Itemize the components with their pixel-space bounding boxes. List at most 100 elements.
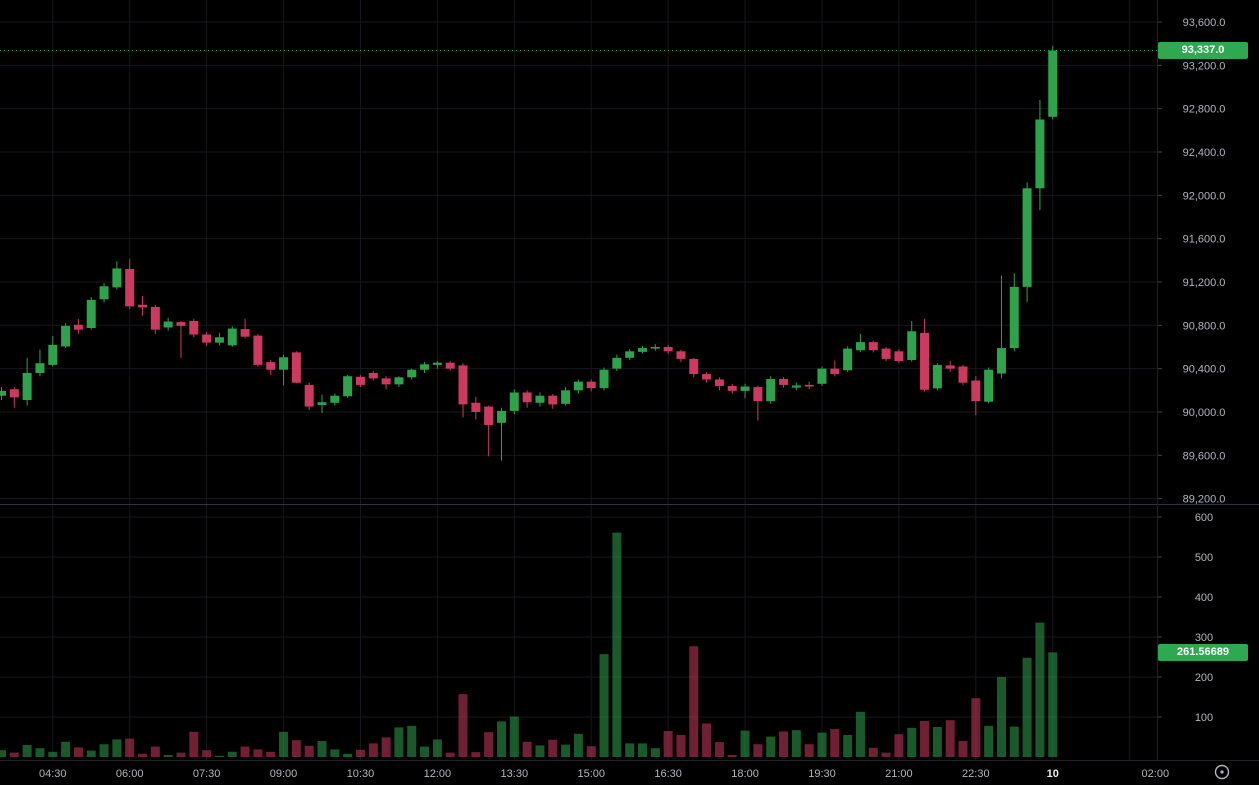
axis-label: 90,400.0 bbox=[1183, 364, 1226, 376]
axis-label: 22:30 bbox=[962, 768, 990, 780]
candle bbox=[561, 390, 571, 404]
volume-bar bbox=[663, 731, 673, 757]
axis-label: 12:00 bbox=[424, 768, 452, 780]
candle bbox=[99, 286, 109, 300]
candle bbox=[86, 299, 96, 329]
candle bbox=[573, 381, 583, 391]
candle bbox=[830, 368, 840, 375]
volume-bar bbox=[868, 747, 878, 757]
volume-bar bbox=[240, 746, 250, 757]
volume-bar bbox=[291, 740, 301, 757]
volume-bar bbox=[112, 739, 122, 757]
volume-bar bbox=[420, 746, 430, 757]
candle bbox=[984, 369, 994, 402]
candle bbox=[138, 304, 148, 308]
volume-bar bbox=[945, 720, 955, 757]
volume-bar bbox=[9, 752, 19, 757]
volume-bar bbox=[176, 752, 186, 757]
candle bbox=[73, 324, 83, 330]
candle bbox=[484, 406, 494, 425]
candle bbox=[343, 376, 353, 397]
candle bbox=[266, 362, 276, 370]
candle bbox=[176, 322, 186, 326]
last-volume-badge: 261.56689 bbox=[1158, 644, 1248, 661]
axis-label: 92,800.0 bbox=[1183, 104, 1226, 116]
axis-label: 92,400.0 bbox=[1183, 147, 1226, 159]
volume-bar bbox=[907, 727, 917, 757]
candle bbox=[304, 384, 314, 407]
axis-label: 500 bbox=[1195, 552, 1213, 564]
axis-label: 200 bbox=[1195, 672, 1213, 684]
candle bbox=[317, 402, 327, 405]
volume-bar bbox=[702, 723, 712, 757]
candle bbox=[612, 357, 622, 369]
candle bbox=[189, 320, 199, 335]
volume-bar bbox=[830, 729, 840, 757]
volume-bar bbox=[150, 746, 160, 757]
volume-bar bbox=[612, 532, 622, 757]
candle bbox=[407, 369, 417, 378]
candle bbox=[22, 372, 32, 401]
candle bbox=[971, 380, 981, 402]
volume-bar bbox=[343, 753, 353, 757]
volume-bar bbox=[202, 750, 212, 757]
volume-bar bbox=[138, 753, 148, 757]
candle bbox=[881, 348, 891, 359]
axis-label: 19:30 bbox=[808, 768, 836, 780]
volume-bar bbox=[125, 738, 135, 757]
volume-bar bbox=[932, 727, 942, 757]
volume-bar bbox=[599, 654, 609, 757]
volume-bar bbox=[650, 748, 660, 757]
clock-icon-dot bbox=[1220, 770, 1224, 774]
volume-bar bbox=[881, 752, 891, 757]
volume-bar bbox=[163, 755, 173, 757]
volume-bar bbox=[394, 727, 404, 757]
candle bbox=[240, 329, 250, 337]
volume-bar bbox=[407, 725, 417, 757]
volume-bar bbox=[253, 749, 263, 757]
axis-label: 02:00 bbox=[1142, 768, 1170, 780]
volume-bar bbox=[920, 721, 930, 757]
volume-bar bbox=[484, 732, 494, 757]
candle bbox=[855, 342, 865, 351]
candle bbox=[714, 379, 724, 386]
candle bbox=[253, 335, 263, 365]
axis-label: 10:30 bbox=[347, 768, 375, 780]
volume-bar bbox=[971, 698, 981, 757]
volume-bar bbox=[266, 751, 276, 757]
axis-label: 13:30 bbox=[501, 768, 529, 780]
candle bbox=[804, 384, 814, 387]
volume-bar bbox=[381, 737, 391, 757]
volume-bar bbox=[996, 677, 1006, 757]
candle bbox=[163, 321, 173, 328]
candle bbox=[894, 351, 904, 362]
candle bbox=[9, 389, 19, 398]
candle bbox=[638, 348, 647, 352]
candle bbox=[689, 358, 699, 375]
candle bbox=[432, 362, 442, 365]
candle bbox=[112, 268, 122, 288]
axis-label: 06:00 bbox=[116, 768, 144, 780]
volume-bar bbox=[714, 742, 724, 757]
axis-label: 16:30 bbox=[654, 768, 682, 780]
candle bbox=[355, 376, 365, 385]
volume-bar bbox=[48, 751, 58, 757]
candle bbox=[458, 365, 468, 405]
volume-bar bbox=[753, 744, 763, 757]
candle bbox=[779, 378, 789, 385]
volume-bar bbox=[458, 694, 468, 757]
axis-label: 90,800.0 bbox=[1183, 320, 1226, 332]
candle bbox=[727, 385, 737, 391]
clock-icon[interactable] bbox=[1214, 764, 1230, 780]
volume-bar bbox=[855, 711, 865, 757]
volume-bar bbox=[573, 733, 583, 757]
volume-bar bbox=[35, 748, 45, 757]
volume-bar bbox=[766, 736, 776, 757]
volume-bar bbox=[355, 749, 365, 757]
time-axis[interactable] bbox=[0, 761, 1259, 785]
candle bbox=[368, 372, 378, 379]
candle bbox=[202, 334, 212, 343]
axis-label: 90,000.0 bbox=[1183, 407, 1226, 419]
